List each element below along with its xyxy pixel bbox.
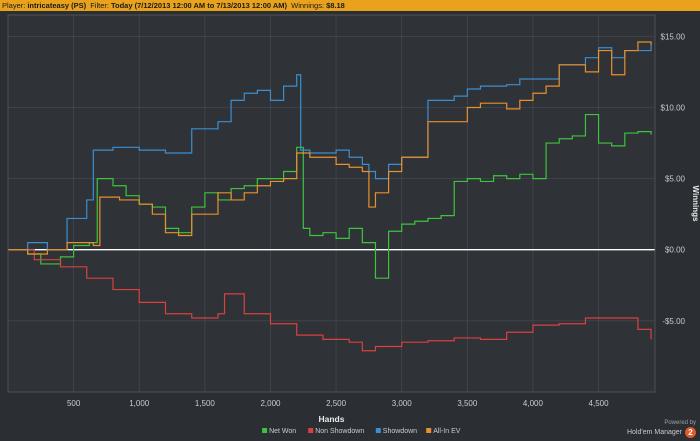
series-line-net-won [8,113,652,279]
report-header: Player: intricateasy (PS) Filter: Today (7… [0,0,700,11]
series-line-non-showdown [8,249,652,352]
brand-logo-icon: 2 [685,427,696,438]
y-tick-label: $10.00 [661,103,686,112]
x-tick-label: 4,500 [589,399,610,408]
y-axis-label: Winnings [691,186,700,222]
x-tick-label: 2,000 [260,399,281,408]
winnings-label: Winnings: [291,1,325,10]
y-tick-label: $15.00 [661,32,686,41]
y-tick-label: $5.00 [665,175,686,184]
legend-swatch [375,428,381,433]
powered-by-text: Powered by [664,420,696,426]
legend-swatch [308,428,314,433]
legend-entry: All-In EV [433,428,461,435]
series-line-all-in-ev [8,41,652,255]
filter-label: Filter: [90,1,109,10]
y-tick-label: $0.00 [665,246,686,255]
legend-entry: Non Showdown [315,428,364,435]
legend-swatch [426,428,432,433]
legend-swatch [262,428,268,433]
x-tick-label: 4,000 [523,399,544,408]
legend-entry: Showdown [383,428,417,435]
winnings-value: $8.18 [326,1,345,10]
x-tick-label: 1,000 [129,399,150,408]
player-label: Player: [2,1,26,10]
brand-name: Hold'em Manager [626,429,682,436]
x-tick-label: 1,500 [195,399,216,408]
x-tick-label: 3,000 [392,399,413,408]
x-tick-label: 3,500 [457,399,478,408]
x-tick-label: 2,500 [326,399,347,408]
x-tick-label: 500 [67,399,81,408]
y-tick-label: -$5.00 [662,317,685,326]
x-axis-label: Hands [319,414,345,424]
series-line-showdown [8,43,652,251]
legend-entry: Net Won [269,428,296,435]
winnings-chart: 500 1,000 1,500 2,000 2,500 3,000 3,500 4,000 4,… [7,14,700,435]
player-value: intricateasy (PS) [27,1,87,10]
plot-area [8,15,655,392]
plot-border [7,14,656,393]
filter-value: Today (7/12/2013 12:00 AM to 7/13/2013 1… [110,1,288,10]
brand-block: Powered by Hold'em Manager 2 [627,420,696,438]
